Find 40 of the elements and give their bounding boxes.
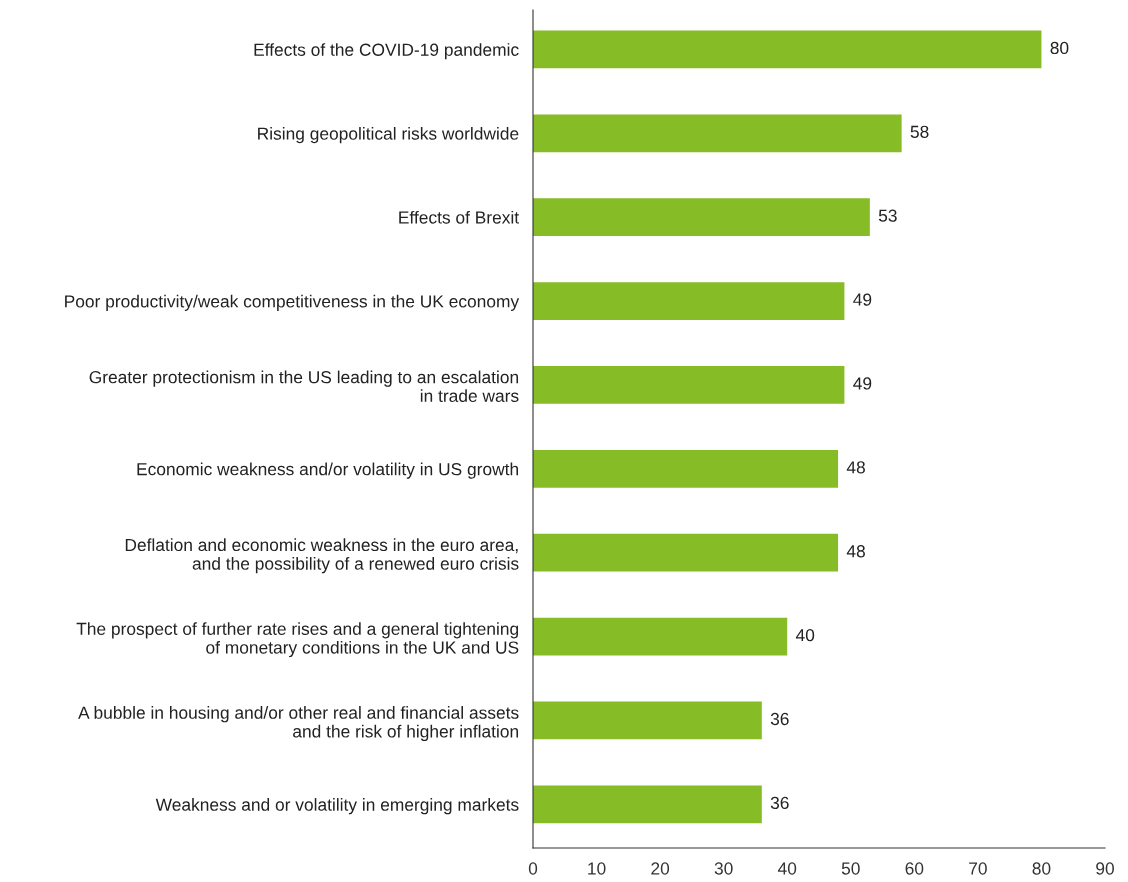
data-label: 53 (878, 209, 897, 222)
y-tick-label: Effects of Brexit (399, 210, 519, 224)
y-tick-label: Deflation and economic weakness in the euro area, and the possibility of a renewed euro crisis (125, 538, 519, 574)
data-label: 49 (853, 293, 872, 306)
x-tick-label: 70 (969, 862, 987, 875)
bar (533, 366, 845, 404)
x-tick-label: 40 (777, 862, 797, 875)
x-tick-label: 80 (1032, 862, 1051, 875)
x-tick-label: 60 (905, 862, 924, 875)
data-label: 48 (846, 545, 865, 558)
bar (533, 114, 902, 153)
data-label: 36 (770, 796, 789, 810)
x-tick-label: 20 (651, 862, 670, 875)
data-label: 49 (853, 377, 872, 390)
data-label: 58 (910, 125, 929, 138)
x-tick-label: 10 (588, 862, 606, 875)
bar (533, 282, 845, 320)
y-tick-label: Effects of the COVID-19 pandemic (254, 43, 519, 60)
y-tick-label: Rising geopolitical risks worldwide (258, 127, 519, 144)
x-tick-label: 30 (714, 862, 733, 875)
bar (533, 785, 762, 824)
bar (533, 617, 788, 656)
data-label: 36 (770, 712, 789, 726)
y-tick-label: Poor productivity/weak competitiveness in the UK economy (65, 294, 520, 311)
y-tick-label: A bubble in housing and/or other real and financial assets and the risk of higher inflation (78, 706, 519, 741)
y-tick-label: Economic weakness and/or volatility in US growth (137, 462, 518, 479)
data-label: 48 (846, 461, 865, 474)
x-tick-label: 50 (841, 862, 860, 875)
bar (533, 30, 1042, 69)
y-tick-label: Greater protectionism in the US leading to an escalation in trade wars (89, 370, 519, 403)
bar (533, 198, 870, 237)
bar (533, 701, 762, 740)
bar (533, 449, 839, 488)
data-label: 40 (795, 628, 815, 642)
x-tick-label: 0 (528, 862, 538, 875)
data-label: 80 (1050, 41, 1069, 55)
y-tick-label: Weakness and or volatility in emerging markets (155, 798, 519, 815)
y-tick-label: The prospect of further rate rises and a general tightening of monetary conditions in the UK and US (76, 622, 519, 658)
x-tick-label: 90 (1096, 862, 1114, 875)
bar (533, 533, 839, 572)
